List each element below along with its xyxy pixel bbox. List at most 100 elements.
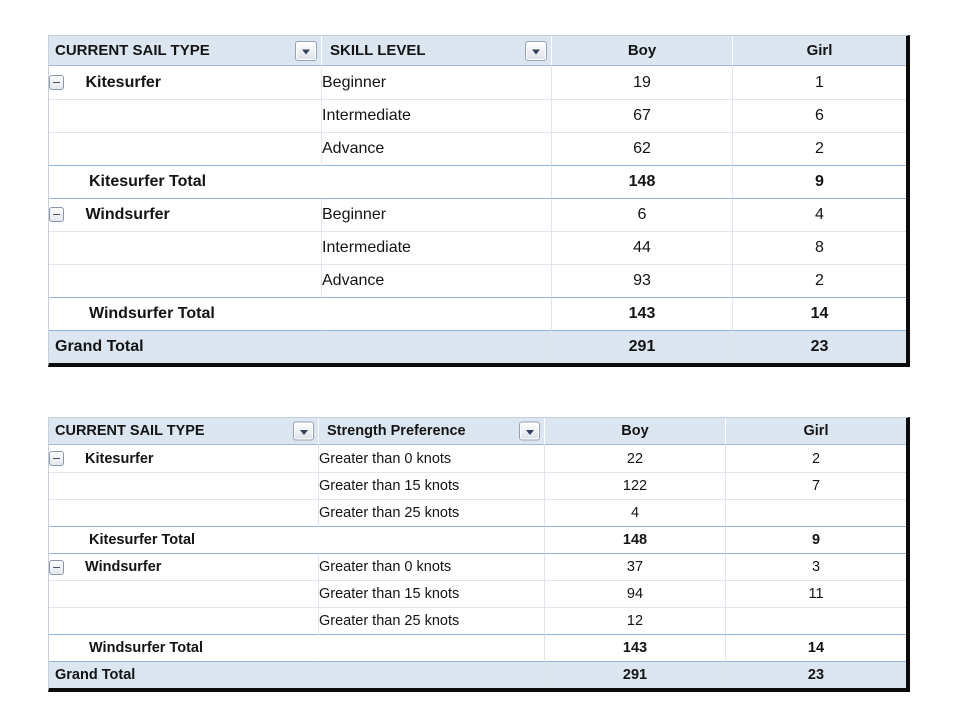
- girl-value-cell[interactable]: 23: [732, 330, 906, 363]
- sail-type-cell[interactable]: [49, 607, 318, 634]
- category-cell[interactable]: [318, 526, 544, 553]
- category-cell[interactable]: Intermediate: [321, 99, 551, 132]
- header-row: CURRENT SAIL TYPE SKILL LEVEL Boy Girl: [49, 36, 906, 66]
- category-cell[interactable]: Greater than 0 knots: [318, 445, 544, 472]
- girl-value-cell[interactable]: 4: [732, 198, 906, 231]
- girl-value-cell[interactable]: 9: [732, 165, 906, 198]
- grand-total-label-cell[interactable]: Grand Total: [49, 330, 321, 363]
- girl-value-cell[interactable]: 8: [732, 231, 906, 264]
- group-label: Kitesurfer: [85, 450, 154, 467]
- header-label: SKILL LEVEL: [330, 42, 426, 59]
- girl-value-cell[interactable]: 7: [725, 472, 906, 499]
- boy-value-cell[interactable]: 291: [551, 330, 732, 363]
- boy-value-cell[interactable]: 143: [544, 634, 725, 661]
- girl-value-cell[interactable]: 14: [725, 634, 906, 661]
- girl-value-cell[interactable]: 23: [725, 661, 906, 688]
- category-cell[interactable]: Advance: [321, 132, 551, 165]
- table-row: Greater than 15 knots 94 11: [49, 580, 906, 607]
- category-cell[interactable]: Greater than 25 knots: [318, 499, 544, 526]
- girl-value-cell[interactable]: 9: [725, 526, 906, 553]
- boy-value-cell[interactable]: 122: [544, 472, 725, 499]
- minus-glyph: [53, 214, 60, 216]
- sail-type-cell[interactable]: Windsurfer: [49, 198, 321, 231]
- category-cell[interactable]: Intermediate: [321, 231, 551, 264]
- subtotal-label-cell[interactable]: Windsurfer Total: [49, 297, 321, 330]
- boy-value-cell[interactable]: 19: [551, 66, 732, 99]
- boy-value-cell[interactable]: 62: [551, 132, 732, 165]
- pivot-table-strength-preference: CURRENT SAIL TYPE Strength Preference Bo…: [48, 417, 910, 692]
- table-row: Advance 62 2: [49, 132, 906, 165]
- sail-type-cell[interactable]: Kitesurfer: [49, 66, 321, 99]
- grand-total-label-cell[interactable]: Grand Total: [49, 661, 318, 688]
- header-label: Strength Preference: [327, 423, 466, 439]
- sail-type-cell[interactable]: [49, 499, 318, 526]
- subtotal-row: Kitesurfer Total 148 9: [49, 165, 906, 198]
- boy-value-cell[interactable]: 291: [544, 661, 725, 688]
- group-label: Kitesurfer: [85, 73, 162, 91]
- boy-value-cell[interactable]: 44: [551, 231, 732, 264]
- boy-value-cell[interactable]: 6: [551, 198, 732, 231]
- sail-type-cell[interactable]: [49, 472, 318, 499]
- group-label: Windsurfer: [85, 206, 170, 223]
- category-cell[interactable]: Greater than 15 knots: [318, 580, 544, 607]
- category-cell[interactable]: Beginner: [321, 198, 551, 231]
- boy-value-cell[interactable]: 93: [551, 264, 732, 297]
- header-girl: Girl: [732, 36, 906, 66]
- sail-type-cell[interactable]: Kitesurfer: [49, 445, 318, 472]
- category-cell[interactable]: Advance: [321, 264, 551, 297]
- boy-value-cell[interactable]: 148: [551, 165, 732, 198]
- boy-value-cell[interactable]: 143: [551, 297, 732, 330]
- table-row: Windsurfer Beginner 6 4: [49, 198, 906, 231]
- sail-type-cell[interactable]: Windsurfer: [49, 553, 318, 580]
- boy-value-cell[interactable]: 94: [544, 580, 725, 607]
- category-cell[interactable]: [321, 297, 551, 330]
- filter-dropdown-sail-type[interactable]: [293, 421, 314, 441]
- filter-dropdown-strength-preference[interactable]: [519, 421, 540, 441]
- category-cell[interactable]: [318, 634, 544, 661]
- girl-value-cell[interactable]: [725, 499, 906, 526]
- girl-value-cell[interactable]: 3: [725, 553, 906, 580]
- sail-type-cell[interactable]: [49, 580, 318, 607]
- boy-value-cell[interactable]: 148: [544, 526, 725, 553]
- category-cell[interactable]: Beginner: [321, 66, 551, 99]
- table-row: Kitesurfer Greater than 0 knots 22 2: [49, 445, 906, 472]
- collapse-minus-icon[interactable]: [49, 559, 64, 575]
- sail-type-cell[interactable]: [49, 132, 321, 165]
- girl-value-cell[interactable]: 14: [732, 297, 906, 330]
- girl-value-cell[interactable]: 11: [725, 580, 906, 607]
- girl-value-cell[interactable]: 2: [732, 132, 906, 165]
- girl-value-cell[interactable]: [725, 607, 906, 634]
- girl-value-cell[interactable]: 2: [725, 445, 906, 472]
- sail-type-cell[interactable]: [49, 264, 321, 297]
- girl-value-cell[interactable]: 2: [732, 264, 906, 297]
- filter-dropdown-sail-type[interactable]: [295, 40, 317, 61]
- collapse-minus-icon[interactable]: [49, 207, 64, 223]
- minus-glyph: [53, 458, 60, 460]
- subtotal-label-cell[interactable]: Kitesurfer Total: [49, 165, 321, 198]
- girl-value-cell[interactable]: 6: [732, 99, 906, 132]
- filter-dropdown-skill-level[interactable]: [525, 40, 547, 61]
- collapse-minus-icon[interactable]: [49, 74, 64, 90]
- boy-value-cell[interactable]: 22: [544, 445, 725, 472]
- boy-value-cell[interactable]: 4: [544, 499, 725, 526]
- category-cell[interactable]: [318, 661, 544, 688]
- category-cell[interactable]: Greater than 15 knots: [318, 472, 544, 499]
- table-row: Greater than 25 knots 4: [49, 499, 906, 526]
- collapse-minus-icon[interactable]: [49, 451, 64, 467]
- subtotal-label-cell[interactable]: Kitesurfer Total: [49, 526, 318, 553]
- chevron-down-icon: [525, 429, 534, 435]
- category-cell[interactable]: [321, 165, 551, 198]
- subtotal-label-cell[interactable]: Windsurfer Total: [49, 634, 318, 661]
- sail-type-cell[interactable]: [49, 99, 321, 132]
- table-row: Windsurfer Greater than 0 knots 37 3: [49, 553, 906, 580]
- sail-type-cell[interactable]: [49, 231, 321, 264]
- header-row: CURRENT SAIL TYPE Strength Preference Bo…: [49, 418, 906, 445]
- category-cell[interactable]: Greater than 25 knots: [318, 607, 544, 634]
- girl-value-cell[interactable]: 1: [732, 66, 906, 99]
- boy-value-cell[interactable]: 12: [544, 607, 725, 634]
- boy-value-cell[interactable]: 37: [544, 553, 725, 580]
- category-cell[interactable]: Greater than 0 knots: [318, 553, 544, 580]
- boy-value-cell[interactable]: 67: [551, 99, 732, 132]
- category-cell[interactable]: [321, 330, 551, 363]
